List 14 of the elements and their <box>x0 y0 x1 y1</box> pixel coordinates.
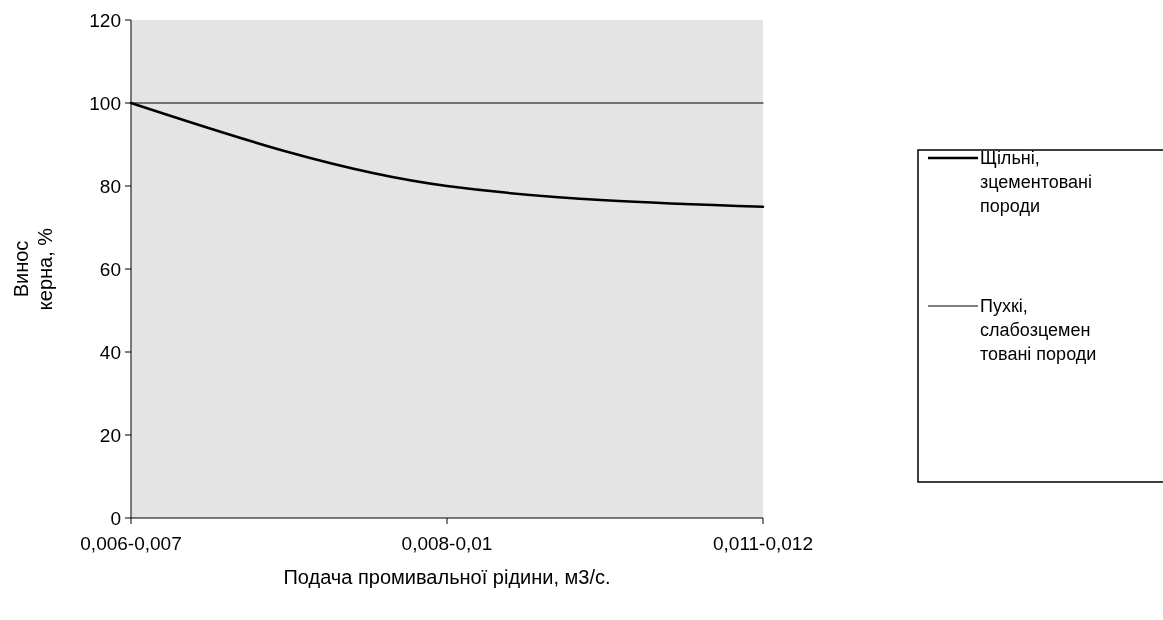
x-tick-label: 0,008-0,01 <box>401 533 493 554</box>
y-axis-title: Винос керна, % <box>10 227 56 311</box>
y-tick-label: 80 <box>99 175 121 197</box>
x-axis-title: Подача промивальної рідини, м3/с. <box>283 566 611 588</box>
y-tick-label: 120 <box>89 9 121 31</box>
legend-label: Пухкі, слабозцемен товані породи <box>980 296 1097 365</box>
x-tick-label: 0,006-0,007 <box>80 533 182 554</box>
y-tick-label: 20 <box>99 424 121 446</box>
y-tick-label: 60 <box>99 258 121 280</box>
y-tick-label: 40 <box>99 341 121 363</box>
y-tick-label: 0 <box>110 507 121 529</box>
x-tick-label: 0,011-0,012 <box>712 533 814 554</box>
legend-label: Щільні, зцементовані породи <box>980 148 1093 217</box>
y-tick-label: 100 <box>89 92 121 114</box>
